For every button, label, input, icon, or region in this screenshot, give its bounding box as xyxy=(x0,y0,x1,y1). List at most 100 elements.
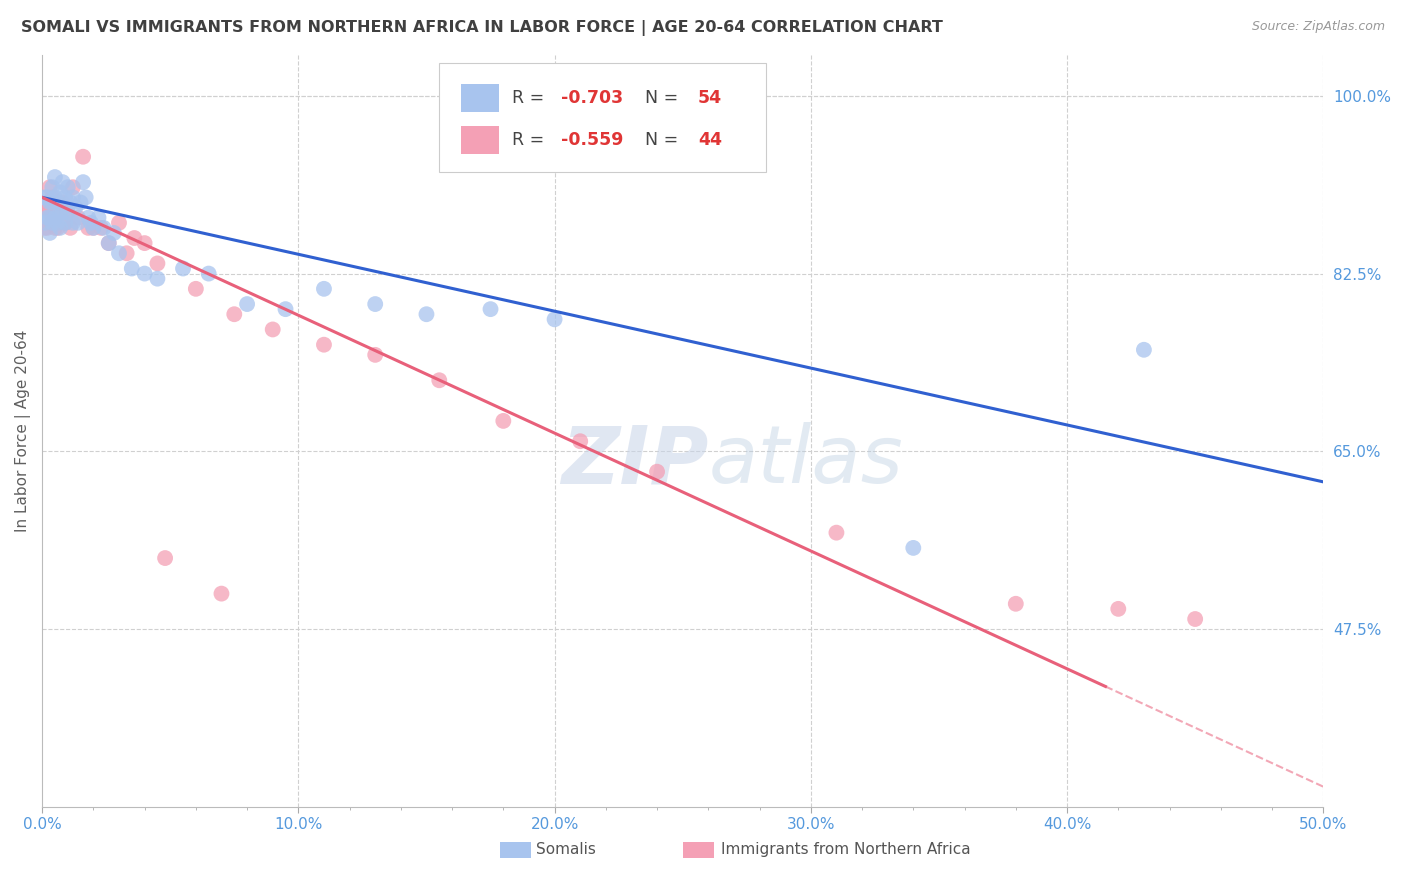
Text: N =: N = xyxy=(634,131,683,149)
Text: atlas: atlas xyxy=(709,422,903,500)
Point xyxy=(75,190,97,204)
Text: ZIP: ZIP xyxy=(561,422,709,500)
Point xyxy=(93,220,115,235)
Point xyxy=(172,261,194,276)
Point xyxy=(1133,343,1156,357)
Point xyxy=(492,414,515,428)
Point xyxy=(44,169,66,184)
Point xyxy=(44,220,66,235)
Point xyxy=(77,211,100,225)
Point xyxy=(38,211,60,225)
Point xyxy=(124,231,146,245)
Text: Source: ZipAtlas.com: Source: ZipAtlas.com xyxy=(1251,20,1385,33)
Point xyxy=(49,220,72,235)
Point xyxy=(312,337,335,351)
Text: 54: 54 xyxy=(697,89,723,107)
Text: SOMALI VS IMMIGRANTS FROM NORTHERN AFRICA IN LABOR FORCE | AGE 20-64 CORRELATION: SOMALI VS IMMIGRANTS FROM NORTHERN AFRIC… xyxy=(21,20,943,36)
Point xyxy=(97,236,120,251)
Point xyxy=(56,205,79,219)
Point xyxy=(37,195,59,210)
Point xyxy=(46,220,69,235)
Point xyxy=(44,201,66,215)
Text: -0.703: -0.703 xyxy=(561,89,623,107)
Point xyxy=(53,190,76,204)
Text: 44: 44 xyxy=(697,131,723,149)
Text: Somalis: Somalis xyxy=(537,842,596,857)
Point xyxy=(90,220,112,235)
Point xyxy=(153,551,176,566)
Point xyxy=(37,190,59,204)
Point xyxy=(56,205,79,219)
Point xyxy=(146,256,169,270)
Point xyxy=(364,297,387,311)
Point xyxy=(645,465,668,479)
Point xyxy=(236,297,259,311)
Point xyxy=(364,348,387,362)
Point xyxy=(38,180,60,194)
Point xyxy=(62,216,84,230)
Text: R =: R = xyxy=(512,89,550,107)
Point xyxy=(224,307,246,321)
Point xyxy=(44,211,66,225)
Point xyxy=(34,216,56,230)
Point xyxy=(197,267,219,281)
Point xyxy=(46,195,69,210)
Point xyxy=(108,246,131,260)
Point xyxy=(37,220,59,235)
Point xyxy=(184,282,207,296)
Point xyxy=(479,302,502,317)
Point xyxy=(903,541,925,555)
Point xyxy=(62,190,84,204)
Y-axis label: In Labor Force | Age 20-64: In Labor Force | Age 20-64 xyxy=(15,330,31,533)
Point xyxy=(38,226,60,240)
Text: R =: R = xyxy=(512,131,550,149)
Point xyxy=(59,195,82,210)
Point xyxy=(44,190,66,204)
Point xyxy=(1184,612,1206,626)
Point xyxy=(49,205,72,219)
Point xyxy=(41,190,63,204)
Point xyxy=(134,267,156,281)
Point xyxy=(97,236,120,251)
Point xyxy=(66,211,89,225)
Text: N =: N = xyxy=(634,89,683,107)
Point xyxy=(80,216,103,230)
Point xyxy=(37,211,59,225)
Point xyxy=(72,150,94,164)
Point xyxy=(274,302,297,317)
Point xyxy=(115,246,138,260)
Point xyxy=(103,226,125,240)
Point xyxy=(41,180,63,194)
Point xyxy=(56,180,79,194)
Point xyxy=(1107,602,1129,616)
Point xyxy=(146,271,169,285)
Point xyxy=(52,205,75,219)
Point xyxy=(34,190,56,204)
Point xyxy=(134,236,156,251)
Point xyxy=(211,586,233,600)
Point xyxy=(46,216,69,230)
Point xyxy=(46,195,69,210)
Point xyxy=(121,261,143,276)
Point xyxy=(53,216,76,230)
Point xyxy=(82,220,104,235)
Point xyxy=(569,434,592,449)
Point xyxy=(415,307,437,321)
FancyBboxPatch shape xyxy=(439,62,766,171)
Point xyxy=(543,312,565,326)
Point xyxy=(52,195,75,210)
Point xyxy=(53,216,76,230)
Point xyxy=(34,201,56,215)
Text: -0.559: -0.559 xyxy=(561,131,623,149)
Bar xyxy=(461,84,499,112)
Point xyxy=(72,175,94,189)
Point xyxy=(108,216,131,230)
Point xyxy=(59,220,82,235)
Point xyxy=(312,282,335,296)
Point xyxy=(69,195,91,210)
Bar xyxy=(461,126,499,154)
Point xyxy=(41,195,63,210)
Point xyxy=(825,525,848,540)
Point xyxy=(41,216,63,230)
Point xyxy=(34,220,56,235)
